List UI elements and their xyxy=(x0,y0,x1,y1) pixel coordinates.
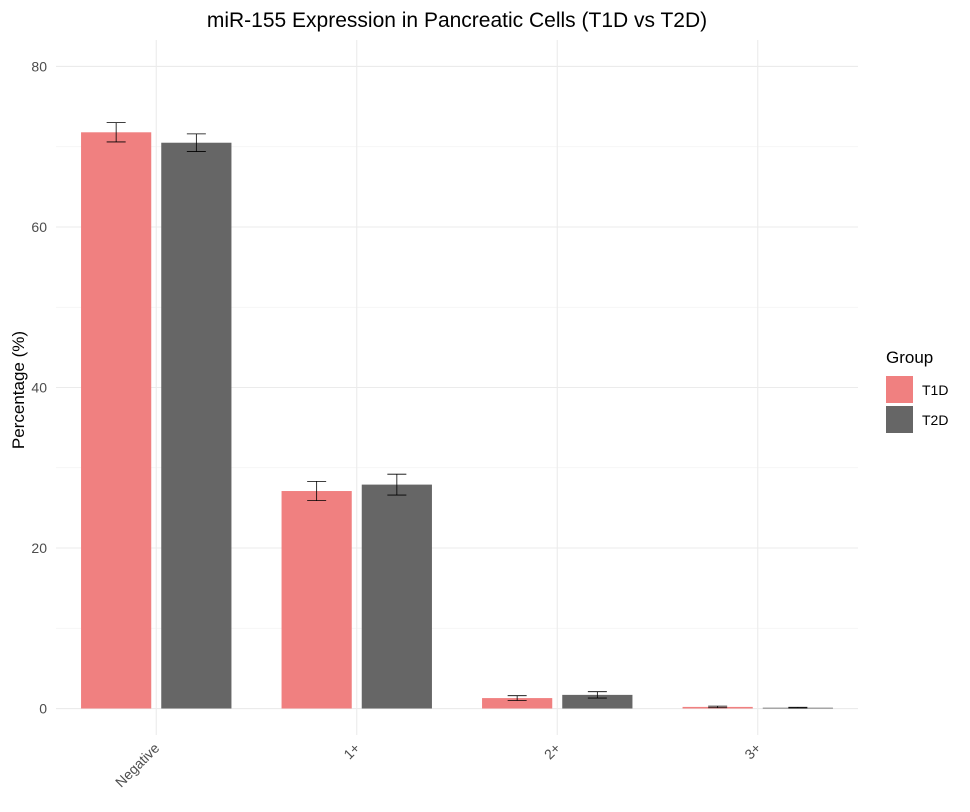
bar-t2d-2 xyxy=(562,694,633,709)
bar-t1d-1 xyxy=(281,491,352,709)
legend-key-t1d xyxy=(886,376,913,403)
y-axis-ticks: 0 20 40 60 80 xyxy=(31,58,47,716)
y-tick-label: 20 xyxy=(31,540,47,556)
legend-label-t2d: T2D xyxy=(922,412,948,428)
legend-key-t2d xyxy=(886,406,913,433)
x-tick-label: 1+ xyxy=(340,740,363,763)
x-tick-label: Negative xyxy=(112,740,163,791)
y-tick-label: 60 xyxy=(31,219,47,235)
bar-t1d-0 xyxy=(81,132,152,709)
error-bars xyxy=(106,122,808,709)
y-tick-label: 40 xyxy=(31,380,47,396)
bar-t1d-2 xyxy=(482,698,553,709)
chart-title: miR-155 Expression in Pancreatic Cells (… xyxy=(207,9,707,32)
bar-t2d-1 xyxy=(361,484,432,709)
y-tick-label: 0 xyxy=(39,701,47,717)
legend-title: Group xyxy=(886,348,933,367)
legend-label-t1d: T1D xyxy=(922,382,948,398)
x-tick-label: 3+ xyxy=(741,740,764,763)
y-tick-label: 80 xyxy=(31,58,47,74)
y-axis-title: Percentage (%) xyxy=(9,331,28,449)
x-axis-ticks: Negative 1+ 2+ 3+ xyxy=(112,740,764,791)
bars xyxy=(81,132,833,709)
legend: Group T1D T2D xyxy=(886,348,948,433)
x-tick-label: 2+ xyxy=(541,740,564,763)
bar-t2d-0 xyxy=(161,142,232,709)
